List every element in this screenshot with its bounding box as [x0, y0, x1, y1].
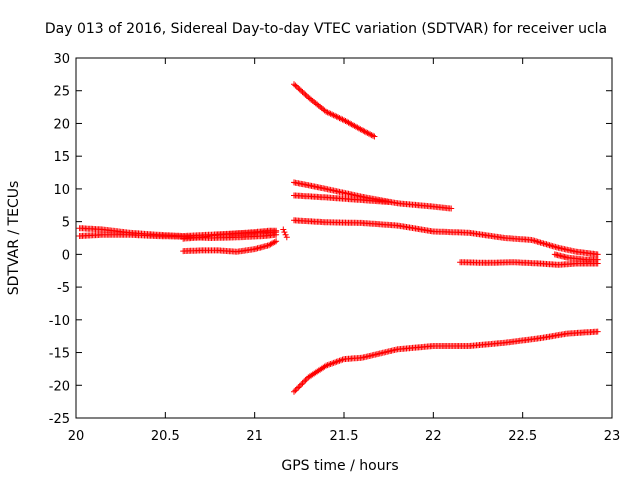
x-tick-label: 20 [68, 429, 85, 444]
y-tick-label: 15 [53, 150, 70, 165]
series-arc-5 [280, 226, 290, 241]
series-arc-3 [180, 227, 280, 242]
data-points-arc-9 [291, 217, 601, 258]
data-points-arc-11 [551, 251, 601, 263]
x-axis: 20 20.5 21 21.5 22 22.5 23 [68, 58, 621, 444]
series-arc-12 [291, 328, 601, 395]
series-arc-10 [457, 259, 601, 268]
y-tick-label: 30 [53, 52, 70, 67]
y-tick-label: 25 [53, 85, 70, 100]
y-tick-label: -5 [57, 281, 70, 296]
data-points-arc-5 [280, 226, 290, 241]
y-tick-label: 20 [53, 117, 70, 132]
data-points-arc-10 [457, 259, 601, 268]
data-points-arc-3 [180, 227, 280, 242]
y-tick-label: -15 [49, 347, 70, 362]
x-tick-label: 21 [246, 429, 263, 444]
data-series [76, 81, 601, 395]
series-arc-4 [180, 238, 280, 255]
x-tick-label: 21.5 [330, 429, 359, 444]
chart-title: Day 013 of 2016, Sidereal Day-to-day VTE… [45, 21, 607, 37]
y-tick-label: -10 [49, 314, 70, 329]
y-axis-label: SDTVAR / TECUs [6, 181, 22, 296]
data-points-arc-12 [291, 328, 601, 395]
x-axis-label: GPS time / hours [281, 458, 398, 474]
data-points-arc-4 [180, 238, 280, 255]
y-tick-label: 0 [62, 248, 70, 263]
x-tick-label: 22.5 [508, 429, 537, 444]
series-arc-8 [291, 192, 392, 205]
x-tick-label: 22 [425, 429, 442, 444]
data-points-arc-8 [291, 192, 392, 205]
y-tick-label: 10 [53, 183, 70, 198]
y-tick-label: -25 [49, 412, 70, 427]
series-arc-6 [291, 81, 378, 140]
data-points-arc-6 [291, 81, 378, 140]
series-arc-9 [291, 217, 601, 258]
series-arc-11 [551, 251, 601, 263]
y-tick-label: -20 [49, 379, 70, 394]
x-tick-label: 23 [604, 429, 621, 444]
y-tick-label: 5 [62, 216, 70, 231]
y-axis: -25 -20 -15 -10 -5 0 5 10 15 20 25 30 [49, 52, 612, 427]
x-tick-label: 20.5 [151, 429, 180, 444]
